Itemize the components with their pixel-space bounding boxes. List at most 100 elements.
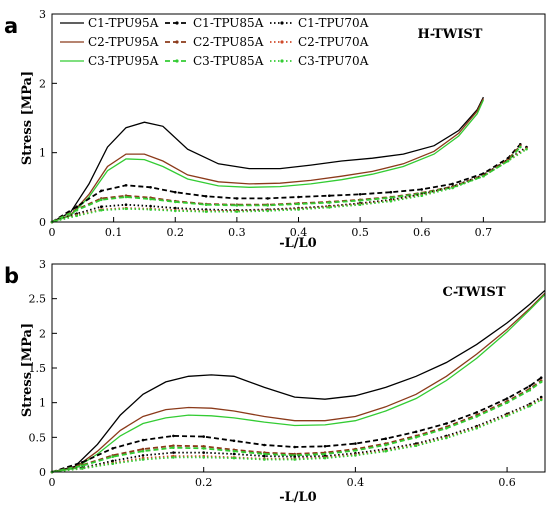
data-point: [539, 398, 543, 402]
data-point: [202, 456, 205, 459]
data-point: [100, 198, 103, 202]
panel-b-x-axis-label: -L/L0: [279, 490, 316, 505]
x-tick-label: 0.6: [413, 226, 431, 239]
data-point: [505, 414, 509, 418]
data-point: [539, 376, 543, 380]
legend-marker: [280, 59, 284, 63]
data-point: [358, 203, 362, 206]
data-point: [149, 208, 152, 211]
data-point: [100, 205, 103, 208]
panel-a-plot-frame: [51, 13, 546, 223]
data-point: [81, 467, 84, 470]
series-line-c1-tpu70a: [51, 146, 528, 223]
data-point: [141, 449, 145, 453]
data-point: [174, 200, 177, 204]
data-point: [111, 462, 114, 466]
legend-marker: [175, 59, 179, 63]
data-point: [354, 449, 357, 452]
data-point: [111, 455, 114, 459]
data-point: [141, 454, 145, 457]
y-tick-label: 2: [39, 327, 46, 340]
y-tick-label: 2: [39, 77, 46, 90]
x-tick-label: 0.7: [475, 226, 493, 239]
data-point: [75, 205, 78, 208]
y-tick-label: 0.5: [29, 431, 47, 444]
panel-a-ticks: 0 0.1 0.2 0.3 0.4 0.5 0.6 0.7 0 1 2 3: [39, 8, 492, 239]
data-point: [111, 447, 114, 450]
data-point: [539, 380, 543, 384]
series-line-c3-tpu95a: [51, 294, 546, 473]
data-point: [174, 206, 177, 210]
data-point: [172, 444, 175, 448]
data-point: [172, 446, 175, 450]
data-point: [266, 197, 270, 200]
x-tick-label: 0.3: [228, 226, 246, 239]
y-tick-label: 2.5: [29, 293, 47, 306]
data-point: [389, 190, 393, 194]
data-point: [358, 199, 362, 202]
data-point: [81, 461, 84, 464]
data-point: [141, 447, 145, 451]
panel-a: a H-TWIST -L/L0 Stress [MPa] 0 0.1 0.2 0.3 0…: [4, 8, 546, 251]
data-point: [293, 445, 297, 449]
series-line-c2-tpu85a: [51, 379, 542, 473]
legend-label: C2-TPU95A: [88, 35, 159, 49]
data-point: [297, 208, 300, 211]
legend-label: C3-TPU70A: [298, 54, 369, 68]
data-point: [482, 174, 485, 178]
panel-a-y-axis-label: Stress [MPa]: [20, 71, 35, 165]
data-point: [323, 456, 327, 460]
data-point: [149, 197, 152, 201]
data-point: [266, 204, 270, 207]
data-point: [420, 188, 424, 191]
data-point: [528, 384, 532, 388]
data-point: [414, 444, 418, 448]
panel-b-title: C-TWIST: [442, 285, 505, 300]
data-point: [389, 199, 393, 203]
data-point: [263, 452, 266, 456]
data-point: [81, 464, 84, 468]
panel-b-y-axis-label: Stress [MPa]: [20, 323, 35, 417]
series-line-c2-tpu95a: [51, 292, 546, 473]
data-point: [266, 209, 270, 213]
data-point: [174, 190, 177, 194]
panel-b-series: [50, 289, 546, 474]
data-point: [235, 210, 239, 213]
x-tick-label: 0.4: [290, 226, 308, 239]
data-point: [124, 207, 128, 211]
data-point: [100, 208, 103, 212]
legend-label: C2-TPU70A: [298, 35, 369, 49]
y-tick-label: 0: [39, 216, 46, 229]
panel-a-letter: a: [4, 14, 18, 38]
data-point: [445, 436, 448, 440]
y-tick-label: 1: [39, 147, 46, 160]
data-point: [445, 422, 448, 425]
data-point: [149, 186, 152, 189]
y-tick-label: 3: [39, 8, 46, 21]
data-point: [525, 147, 528, 151]
x-tick-label: 0.4: [347, 476, 365, 489]
data-point: [204, 195, 208, 198]
series-line-c2-tpu95a: [51, 98, 484, 223]
legend-marker: [175, 40, 179, 44]
data-point: [297, 195, 300, 199]
panel-a-title: H-TWIST: [418, 27, 483, 42]
data-point: [420, 194, 424, 197]
data-point: [202, 447, 205, 450]
legend-label: C1-TPU70A: [298, 16, 369, 30]
data-point: [528, 388, 532, 392]
data-point: [232, 449, 236, 453]
data-point: [354, 454, 357, 457]
x-tick-label: 0.5: [351, 226, 369, 239]
x-tick-label: 0.2: [167, 226, 185, 239]
x-tick-label: 0.2: [195, 476, 213, 489]
data-point: [451, 186, 454, 190]
data-point: [174, 209, 177, 213]
data-point: [293, 458, 297, 461]
data-point: [414, 436, 418, 439]
x-tick-label: 0.6: [498, 476, 516, 489]
series-line-c1-tpu95a: [51, 289, 546, 473]
x-tick-label: 0: [49, 476, 56, 489]
data-point: [328, 206, 331, 209]
data-point: [235, 204, 239, 207]
